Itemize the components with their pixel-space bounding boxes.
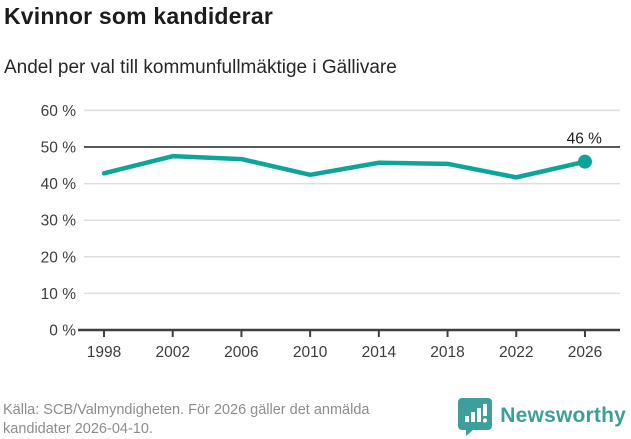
newsworthy-logo-icon — [458, 398, 493, 436]
svg-text:40 %: 40 % — [41, 176, 77, 193]
svg-text:2022: 2022 — [499, 344, 533, 361]
svg-text:10 %: 10 % — [41, 286, 77, 303]
svg-text:2026: 2026 — [568, 344, 602, 361]
svg-text:46 %: 46 % — [567, 131, 603, 148]
line-chart-svg: 0 % 10 % 20 % 30 % 40 % 50 % 60 % 1998 2002 2006 2… — [41, 103, 620, 361]
line-chart: 0 % 10 % 20 % 30 % 40 % 50 % 60 % 1998 2002 2006 2… — [0, 95, 631, 395]
svg-text:1998: 1998 — [87, 344, 121, 361]
chart-subtitle: Andel per val till kommunfullmäktige i G… — [4, 57, 397, 78]
svg-text:2010: 2010 — [293, 344, 328, 361]
svg-text:50 %: 50 % — [41, 140, 77, 157]
svg-text:2002: 2002 — [155, 344, 189, 361]
source-line-1: Källa: SCB/Valmyndigheten. För 2026 gäll… — [3, 402, 370, 418]
svg-text:2006: 2006 — [224, 344, 258, 361]
svg-text:0 %: 0 % — [49, 323, 76, 340]
svg-text:2018: 2018 — [430, 344, 464, 361]
source-line-2: kandidater 2026-04-10. — [3, 421, 153, 437]
svg-text:2014: 2014 — [362, 344, 397, 361]
svg-text:60 %: 60 % — [41, 103, 77, 120]
newsworthy-wordmark: Newsworthy — [500, 404, 626, 427]
svg-text:30 %: 30 % — [41, 213, 77, 230]
svg-text:20 %: 20 % — [41, 249, 77, 266]
page-title: Kvinnor som kandiderar — [4, 3, 273, 29]
newsworthy-brand: Newsworthy — [457, 396, 626, 436]
source-note: Källa: SCB/Valmyndigheten. För 2026 gäll… — [3, 401, 473, 439]
